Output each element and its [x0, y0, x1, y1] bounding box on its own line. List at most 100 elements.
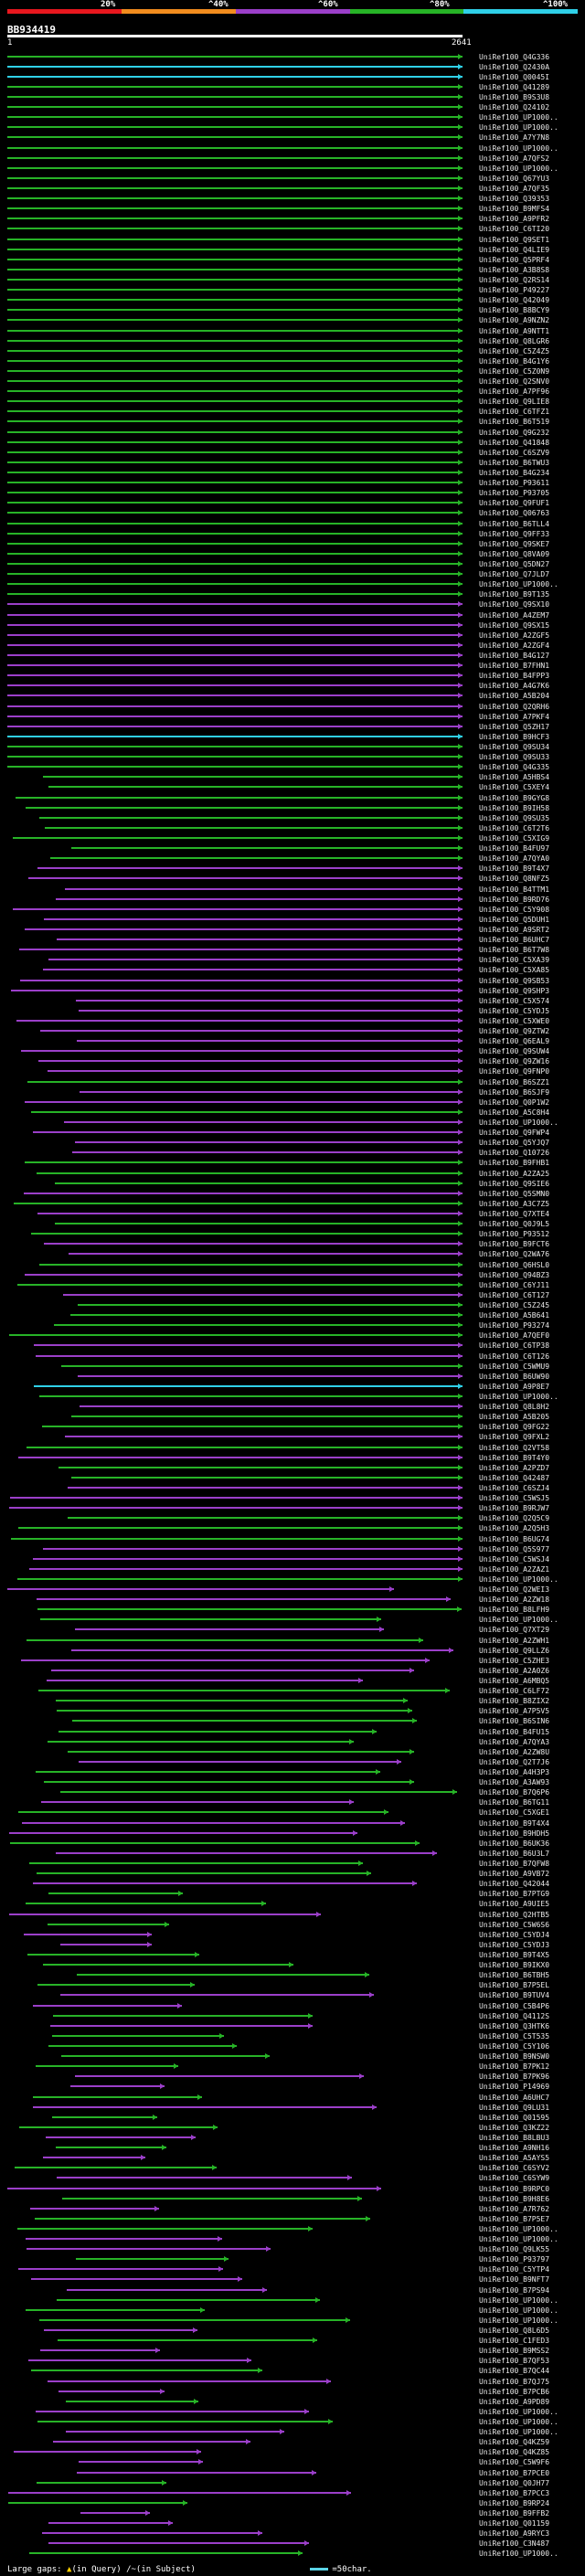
hit-label[interactable]: UniRef100_UP1000.. — [479, 2306, 558, 2315]
hit-label[interactable]: UniRef100_Q2VT58 — [479, 1444, 550, 1452]
hit-label[interactable]: UniRef100_B7PCC3 — [479, 2489, 550, 2497]
hit-label[interactable]: UniRef100_UP1000.. — [479, 2418, 558, 2426]
hit-label[interactable]: UniRef100_Q2WA76 — [479, 1250, 550, 1258]
hit-label[interactable]: UniRef100_Q5S977 — [479, 1545, 550, 1553]
hit-label[interactable]: UniRef100_C5YTP4 — [479, 2265, 550, 2274]
hit-label[interactable]: UniRef100_C5WSJ4 — [479, 1555, 550, 1564]
hit-label[interactable]: UniRef100_Q42487 — [479, 1474, 550, 1482]
hit-label[interactable]: UniRef100_B7PS94 — [479, 2286, 550, 2295]
hit-label[interactable]: UniRef100_P93274 — [479, 1321, 550, 1330]
hit-label[interactable]: UniRef100_Q41289 — [479, 83, 550, 91]
hit-label[interactable]: UniRef100_B9FCT6 — [479, 1240, 550, 1248]
hit-label[interactable]: UniRef100_UP1000.. — [479, 2549, 558, 2558]
hit-label[interactable]: UniRef100_A7P5V5 — [479, 1707, 550, 1715]
hit-label[interactable]: UniRef100_P93512 — [479, 1230, 550, 1238]
hit-label[interactable]: UniRef100_C5Z4Z5 — [479, 347, 550, 355]
hit-label[interactable]: UniRef100_Q0P1W2 — [479, 1098, 550, 1107]
hit-label[interactable]: UniRef100_UP1000.. — [479, 2296, 558, 2305]
hit-label[interactable]: UniRef100_B9NSW0 — [479, 2052, 550, 2061]
hit-label[interactable]: UniRef100_B6UG74 — [479, 1535, 550, 1543]
hit-label[interactable]: UniRef100_C5Y908 — [479, 906, 550, 914]
hit-label[interactable]: UniRef100_A5AYS5 — [479, 2154, 550, 2162]
hit-label[interactable]: UniRef100_C5X574 — [479, 997, 550, 1005]
hit-label[interactable]: UniRef100_C5Z0N9 — [479, 367, 550, 376]
hit-label[interactable]: UniRef100_Q42049 — [479, 296, 550, 304]
hit-label[interactable]: UniRef100_C5XA39 — [479, 956, 550, 964]
hit-label[interactable]: UniRef100_A5B205 — [479, 1413, 550, 1421]
hit-label[interactable]: UniRef100_C5WMU9 — [479, 1362, 550, 1371]
hit-label[interactable]: UniRef100_C6SZV9 — [479, 449, 550, 457]
hit-label[interactable]: UniRef100_Q24102 — [479, 103, 550, 111]
hit-label[interactable]: UniRef100_A7Y7N8 — [479, 133, 550, 142]
hit-label[interactable]: UniRef100_Q8NFZ5 — [479, 875, 550, 883]
hit-label[interactable]: UniRef100_B8LFH9 — [479, 1606, 550, 1614]
hit-label[interactable]: UniRef100_A2A0Z6 — [479, 1667, 550, 1675]
hit-label[interactable]: UniRef100_P93611 — [479, 479, 550, 487]
hit-label[interactable]: UniRef100_Q5ZH17 — [479, 723, 550, 731]
hit-label[interactable]: UniRef100_A7QYA3 — [479, 1738, 550, 1746]
hit-label[interactable]: UniRef100_C5XA85 — [479, 966, 550, 974]
hit-label[interactable]: UniRef100_A4ZEM7 — [479, 611, 550, 620]
hit-label[interactable]: UniRef100_Q4LIE9 — [479, 246, 550, 254]
hit-label[interactable]: UniRef100_B7P5E7 — [479, 2215, 550, 2223]
hit-label[interactable]: UniRef100_B9NFT7 — [479, 2275, 550, 2284]
hit-label[interactable]: UniRef100_C5XGE1 — [479, 1808, 550, 1817]
hit-label[interactable]: UniRef100_P49227 — [479, 286, 550, 294]
hit-label[interactable]: UniRef100_B9HCF3 — [479, 733, 550, 741]
hit-label[interactable]: UniRef100_Q8L8H2 — [479, 1403, 550, 1411]
hit-label[interactable]: UniRef100_C6TP38 — [479, 1341, 550, 1350]
hit-label[interactable]: UniRef100_Q7JLD7 — [479, 570, 550, 578]
hit-label[interactable]: UniRef100_B9RJW7 — [479, 1504, 550, 1512]
hit-label[interactable]: UniRef100_Q9SHP3 — [479, 987, 550, 995]
hit-label[interactable]: UniRef100_Q9SUW4 — [479, 1047, 550, 1055]
hit-label[interactable]: UniRef100_A2ZW18 — [479, 1595, 550, 1604]
hit-label[interactable]: UniRef100_B7QJ75 — [479, 2378, 550, 2386]
hit-label[interactable]: UniRef100_UP1000.. — [479, 1616, 558, 1624]
hit-label[interactable]: UniRef100_A2ZGF5 — [479, 631, 550, 640]
hit-label[interactable]: UniRef100_Q9G232 — [479, 429, 550, 437]
hit-label[interactable]: UniRef100_Q2HTB5 — [479, 1911, 550, 1919]
hit-label[interactable]: UniRef100_B6UW90 — [479, 1373, 550, 1381]
hit-label[interactable]: UniRef100_B9RP24 — [479, 2499, 550, 2507]
hit-label[interactable]: UniRef100_A7R762 — [479, 2205, 550, 2213]
hit-label[interactable]: UniRef100_UP1000.. — [479, 144, 558, 153]
hit-label[interactable]: UniRef100_B6U3L7 — [479, 1850, 550, 1858]
hit-label[interactable]: UniRef100_Q5DUH1 — [479, 916, 550, 924]
hit-label[interactable]: UniRef100_A7PKF4 — [479, 713, 550, 721]
hit-label[interactable]: UniRef100_B4FPP3 — [479, 672, 550, 680]
hit-label[interactable]: UniRef100_Q9LIE8 — [479, 398, 550, 406]
hit-label[interactable]: UniRef100_B8ZIX2 — [479, 1697, 550, 1705]
hit-label[interactable]: UniRef100_C5ZHE3 — [479, 1657, 550, 1665]
hit-label[interactable]: UniRef100_C5Y106 — [479, 2042, 550, 2051]
hit-label[interactable]: UniRef100_C1FED3 — [479, 2337, 550, 2345]
hit-label[interactable]: UniRef100_B9T4Y0 — [479, 1454, 550, 1462]
hit-label[interactable]: UniRef100_C5YDJ4 — [479, 1931, 550, 1939]
hit-label[interactable]: UniRef100_A6UHC7 — [479, 2094, 550, 2102]
hit-label[interactable]: UniRef100_C5T535 — [479, 2032, 550, 2041]
hit-label[interactable]: UniRef100_B7FHN1 — [479, 662, 550, 670]
hit-label[interactable]: UniRef100_Q9FNP0 — [479, 1067, 550, 1076]
hit-label[interactable]: UniRef100_C5XEY4 — [479, 783, 550, 791]
hit-label[interactable]: UniRef100_Q41848 — [479, 439, 550, 447]
hit-label[interactable]: UniRef100_B7QF53 — [479, 2357, 550, 2365]
hit-label[interactable]: UniRef100_C6T2T6 — [479, 824, 550, 832]
hit-label[interactable]: UniRef100_B9IKX0 — [479, 1961, 550, 1969]
hit-label[interactable]: UniRef100_Q9FWP4 — [479, 1129, 550, 1137]
hit-label[interactable]: UniRef100_Q9ZTW2 — [479, 1027, 550, 1035]
hit-label[interactable]: UniRef100_Q9FG22 — [479, 1423, 550, 1431]
hit-label[interactable]: UniRef100_UP1000.. — [479, 1118, 558, 1127]
hit-label[interactable]: UniRef100_UP1000.. — [479, 2235, 558, 2243]
hit-label[interactable]: UniRef100_A3B8S8 — [479, 266, 550, 274]
hit-label[interactable]: UniRef100_B7Q6P6 — [479, 1788, 550, 1797]
hit-label[interactable]: UniRef100_Q9SIE6 — [479, 1180, 550, 1188]
hit-label[interactable]: UniRef100_B7PK12 — [479, 2062, 550, 2071]
hit-label[interactable]: UniRef100_Q7XT29 — [479, 1626, 550, 1634]
hit-label[interactable]: UniRef100_UP1000.. — [479, 2225, 558, 2233]
hit-label[interactable]: UniRef100_B9S3U8 — [479, 93, 550, 101]
hit-label[interactable]: UniRef100_A3AW93 — [479, 1778, 550, 1786]
hit-label[interactable]: UniRef100_Q9SU35 — [479, 814, 550, 822]
hit-label[interactable]: UniRef100_A9SRT2 — [479, 926, 550, 934]
hit-label[interactable]: UniRef100_UP1000.. — [479, 2316, 558, 2325]
hit-label[interactable]: UniRef100_B7QC44 — [479, 2367, 550, 2375]
hit-label[interactable]: UniRef100_A2Q5H3 — [479, 1524, 550, 1532]
